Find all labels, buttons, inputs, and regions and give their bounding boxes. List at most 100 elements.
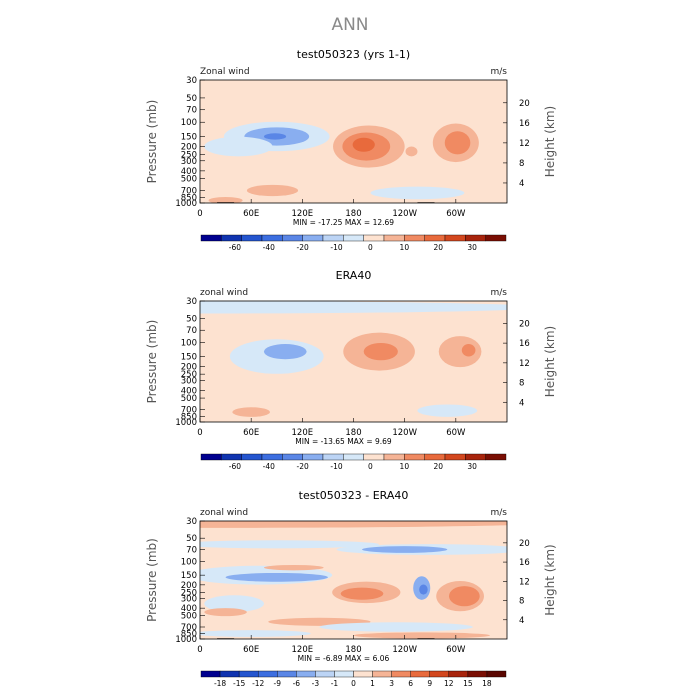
pressure-tick-label: 30 <box>186 297 197 307</box>
contour-region-c-2 <box>340 587 384 600</box>
pressure-tick-label: 1000 <box>175 635 197 645</box>
pressure-tick-label: 70 <box>186 546 197 556</box>
colorbar-swatch <box>465 453 486 461</box>
contour-region-c-n1 <box>204 136 273 157</box>
colorbar-label: -1 <box>331 679 339 688</box>
contour-region-c-1 <box>263 564 324 571</box>
colorbar-swatch <box>444 234 466 242</box>
colorbar-label: -18 <box>214 679 226 688</box>
pressure-tick-label: 700 <box>181 406 197 416</box>
contour-region-c-n1 <box>200 630 311 637</box>
colorbar-swatch <box>485 453 507 461</box>
plot-area <box>200 521 507 639</box>
units-label: m/s <box>491 508 508 518</box>
pressure-tick-label: 100 <box>181 118 197 128</box>
colorbar-swatch <box>241 453 263 461</box>
contour-region-c-2 <box>363 342 398 361</box>
colorbar-swatch <box>391 670 411 678</box>
page-title: ANN <box>331 15 368 35</box>
colorbar-label: 20 <box>433 243 443 252</box>
lon-tick-label: 0 <box>197 428 202 438</box>
lon-tick-label: 120W <box>392 428 417 438</box>
colorbar-swatch <box>302 453 324 461</box>
min-max-stats: MIN = -17.25 MAX = 12.69 <box>293 218 394 227</box>
panel-title: test050323 (yrs 1-1) <box>297 48 410 61</box>
pressure-tick-label: 150 <box>181 571 197 581</box>
pressure-tick-label: 500 <box>181 175 197 185</box>
contour-region-c-n2 <box>225 572 328 582</box>
colorbar-swatch <box>261 234 283 242</box>
min-max-stats: MIN = -13.65 MAX = 9.69 <box>295 437 392 446</box>
pressure-tick-label: 30 <box>186 76 197 86</box>
contour-region-c-n1 <box>370 186 465 200</box>
colorbar-swatch <box>485 234 507 242</box>
colorbar-swatch <box>238 670 259 678</box>
colorbar-swatch <box>322 234 344 242</box>
contour-region-c-n3 <box>263 133 287 140</box>
colorbar-swatch <box>200 670 221 678</box>
pressure-tick-label: 150 <box>181 353 197 363</box>
height-tick-label: 20 <box>519 319 530 329</box>
pressure-tick-label: 300 <box>181 376 197 386</box>
colorbar-swatch <box>221 453 242 461</box>
colorbar-swatch <box>261 453 283 461</box>
colorbar-label: 30 <box>467 243 477 252</box>
contour-region-c-n3 <box>419 584 428 595</box>
contour-region-c-n1 <box>200 301 507 314</box>
pressure-tick-label: 100 <box>181 339 197 349</box>
colorbar-label: 0 <box>368 243 373 252</box>
panels: test050323 (yrs 1-1)Zonal wind m/s3050701… <box>145 48 557 688</box>
height-tick-label: 12 <box>519 139 530 149</box>
pressure-tick-label: 50 <box>186 94 197 104</box>
contour-region-c-n1 <box>319 622 473 632</box>
colorbar-swatch <box>282 234 303 242</box>
colorbar-label: 20 <box>433 462 443 471</box>
colorbar-swatch <box>410 670 430 678</box>
colorbar-label: -12 <box>252 679 264 688</box>
contour-region-c-2 <box>449 586 480 607</box>
pressure-tick-label: 400 <box>181 167 197 177</box>
colorbar-swatch <box>444 453 466 461</box>
colorbar-label: 1 <box>370 679 375 688</box>
colorbar-label: -60 <box>229 462 241 471</box>
colorbar-label: 30 <box>467 462 477 471</box>
variable-label: zonal wind <box>200 508 248 518</box>
colorbar-label: -20 <box>297 462 309 471</box>
colorbar-label: 10 <box>400 462 410 471</box>
colorbar-label: -40 <box>263 462 275 471</box>
colorbar-swatch <box>429 670 450 678</box>
colorbar-swatch <box>372 670 392 678</box>
colorbar-label: -15 <box>233 679 245 688</box>
plot-area <box>200 301 507 422</box>
left-axis-label: Pressure (mb) <box>145 100 159 184</box>
colorbar-swatch <box>219 670 240 678</box>
pressure-tick-label: 50 <box>186 534 197 544</box>
pressure-tick-label: 1000 <box>175 418 197 428</box>
colorbar-swatch <box>383 453 405 461</box>
colorbar-swatch <box>322 453 344 461</box>
lon-tick-label: 60W <box>446 428 466 438</box>
colorbar-swatch <box>486 670 507 678</box>
colorbar-label: -6 <box>293 679 301 688</box>
colorbar-swatch <box>404 234 425 242</box>
colorbar-label: -20 <box>297 243 309 252</box>
units-label: m/s <box>491 67 508 77</box>
pressure-tick-label: 100 <box>181 558 197 568</box>
panel-title: test050323 - ERA40 <box>299 489 409 502</box>
colorbar-swatch <box>277 670 297 678</box>
height-tick-label: 12 <box>519 359 530 369</box>
lon-tick-label: 60W <box>446 209 466 219</box>
contour-region-c-1 <box>200 521 507 528</box>
pressure-tick-label: 200 <box>181 362 197 372</box>
lon-tick-label: 60E <box>243 428 259 438</box>
left-axis-label: Pressure (mb) <box>145 320 159 404</box>
pressure-tick-label: 700 <box>181 623 197 633</box>
colorbar-label: 12 <box>444 679 454 688</box>
colorbar-label: -10 <box>330 462 342 471</box>
colorbar-label: 15 <box>463 679 473 688</box>
contour-region-c-n1 <box>204 595 264 613</box>
lon-tick-label: 0 <box>197 645 202 655</box>
variable-label: zonal wind <box>200 288 248 298</box>
